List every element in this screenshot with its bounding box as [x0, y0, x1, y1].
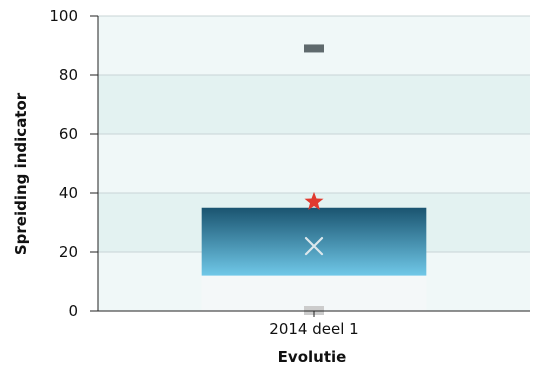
y-axis-title: Spreiding indicator	[12, 92, 30, 255]
grid-band	[98, 134, 530, 193]
y-tick-label: 100	[49, 7, 78, 25]
y-tick-label: 20	[59, 243, 78, 261]
mean-marker	[304, 237, 324, 256]
y-tick-label: 40	[59, 184, 78, 202]
grid-band	[98, 75, 530, 134]
y-tick-label: 0	[68, 302, 78, 320]
x-tick-label: 2014 deel 1	[269, 320, 358, 338]
box	[201, 207, 427, 276]
x-axis-title: Evolutie	[278, 348, 347, 366]
axes: 0 20 40 60 80 100 2014 deel 1	[49, 7, 530, 338]
plot-marks	[201, 44, 427, 315]
max-marker	[304, 44, 324, 53]
y-tick-label: 60	[59, 125, 78, 143]
star-marker	[304, 191, 324, 210]
y-tick-label: 80	[59, 66, 78, 84]
lower-range-area	[201, 275, 427, 311]
